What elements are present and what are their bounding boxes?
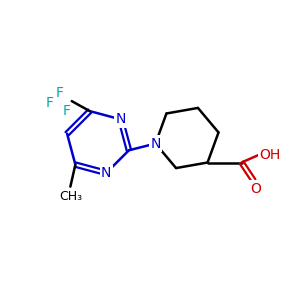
Text: O: O xyxy=(250,182,261,196)
Text: F: F xyxy=(63,104,71,118)
Text: OH: OH xyxy=(259,148,280,161)
Text: N: N xyxy=(116,112,126,126)
Text: F: F xyxy=(46,96,54,110)
Text: CH₃: CH₃ xyxy=(59,190,82,203)
Text: N: N xyxy=(101,166,112,180)
Text: F: F xyxy=(56,86,64,100)
Text: N: N xyxy=(150,136,161,151)
